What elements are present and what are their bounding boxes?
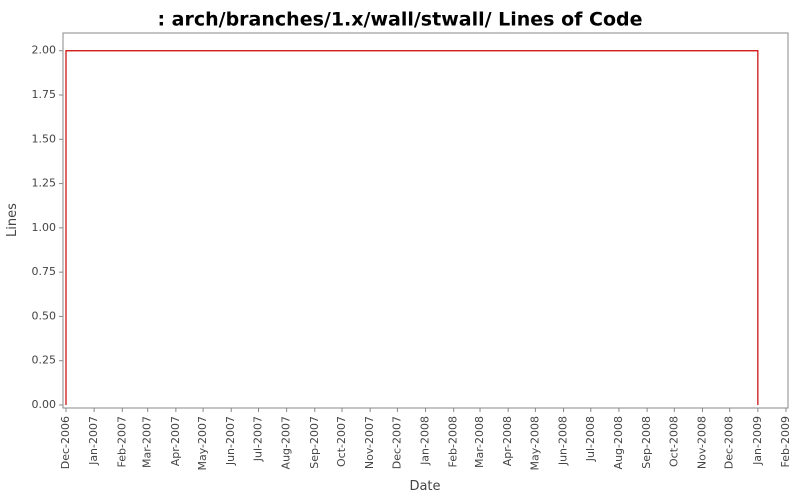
x-tick-label: Dec-2007 (390, 416, 403, 469)
x-tick-label: Sep-2007 (308, 416, 321, 469)
x-tick-label: Mar-2008 (473, 416, 486, 468)
x-tick-label: Aug-2007 (280, 416, 293, 469)
x-tick-label: Jul-2008 (584, 416, 597, 462)
y-tick-label: 0.25 (32, 354, 57, 367)
x-tick-label: Feb-2007 (115, 416, 128, 467)
x-tick-label: Jun-2008 (557, 416, 570, 466)
series-line (65, 50, 759, 405)
x-tick-label: Sep-2008 (640, 416, 653, 469)
x-tick-label: Jan-2009 (751, 416, 764, 466)
x-tick-label: Dec-2008 (723, 416, 736, 469)
x-tick-label: Oct-2008 (667, 416, 680, 467)
x-tick-label: Feb-2009 (779, 416, 792, 467)
x-tick-label: Oct-2007 (335, 416, 348, 467)
x-tick-label: Nov-2007 (363, 416, 376, 469)
chart-title: : arch/branches/1.x/wall/stwall/ Lines o… (157, 9, 642, 31)
x-tick-label: Feb-2008 (447, 416, 460, 467)
y-tick-label: 1.50 (32, 132, 57, 145)
y-axis-label: Lines (5, 203, 20, 237)
x-tick-label: Dec-2006 (59, 416, 72, 469)
y-tick-label: 1.25 (32, 177, 57, 190)
x-tick-label: Apr-2007 (169, 416, 182, 466)
x-tick-label: May-2007 (196, 416, 209, 471)
x-tick-label: Jan-2008 (419, 416, 432, 466)
x-tick-label: Nov-2008 (695, 416, 708, 469)
x-tick-label: Jun-2007 (224, 416, 237, 466)
y-tick-label: 0.75 (32, 265, 57, 278)
y-tick-label: 0.50 (32, 309, 57, 322)
y-tick-label: 2.00 (32, 44, 57, 57)
x-tick-label: Apr-2008 (501, 416, 514, 466)
x-axis-label: Date (409, 479, 440, 494)
y-tick-label: 0.00 (32, 398, 57, 411)
x-tick-label: May-2008 (528, 416, 541, 471)
x-tick-label: Aug-2008 (612, 416, 625, 469)
y-tick-label: 1.75 (32, 88, 57, 101)
plot-area (62, 32, 789, 409)
x-tick-label: Mar-2007 (141, 416, 154, 468)
x-tick-label: Jul-2007 (251, 416, 264, 462)
x-tick-label: Jan-2007 (87, 416, 100, 466)
y-tick-label: 1.00 (32, 221, 57, 234)
